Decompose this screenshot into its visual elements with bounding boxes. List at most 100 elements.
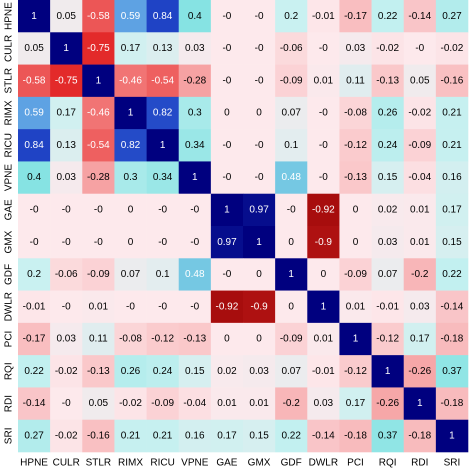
heatmap-cell: [178, 290, 212, 324]
heatmap-cell: [82, 322, 115, 356]
cell-label: -0.14: [312, 430, 335, 441]
cell-label: -0.09: [280, 334, 303, 345]
cell-label: 0: [353, 204, 359, 215]
heatmap-cell: [50, 355, 83, 388]
cell-label: 0.03: [185, 43, 205, 54]
cell-label: -0: [190, 301, 199, 312]
heatmap-cell: [275, 290, 308, 324]
cell-label: 0.03: [346, 43, 366, 54]
heatmap-cell: [371, 64, 405, 98]
cell-label: -0.92: [216, 301, 239, 312]
heatmap-cell: [50, 322, 83, 356]
cell-label: 0.15: [185, 366, 205, 377]
cell-label: 0.37: [378, 430, 398, 441]
heatmap-cell: [435, 96, 469, 130]
heatmap-cell: [435, 64, 469, 98]
cell-label: 0.17: [56, 108, 76, 119]
cell-label: -0.17: [344, 11, 367, 22]
cell-label: -0: [415, 43, 424, 54]
cell-label: 0.05: [56, 11, 76, 22]
cell-label: -0: [255, 11, 264, 22]
cell-label: -0.58: [23, 75, 46, 86]
heatmap-cell: [18, 226, 51, 259]
y-tick-label: HPNE: [4, 2, 15, 30]
heatmap-cell: [307, 96, 340, 130]
heatmap-cell: [146, 129, 180, 162]
cell-label: -0: [319, 43, 328, 54]
cell-label: 1: [96, 75, 102, 86]
cell-label: -0.13: [344, 172, 367, 183]
heatmap-cell: [371, 258, 405, 291]
x-tick-label: GDF: [281, 458, 302, 469]
heatmap-cell: [18, 129, 51, 162]
cell-label: -0: [287, 204, 296, 215]
heatmap-cell: [210, 193, 244, 227]
cell-label: 0: [353, 237, 359, 248]
heatmap-cell: [18, 290, 51, 324]
heatmap-cell: [82, 129, 115, 162]
heatmap-cell: [403, 161, 437, 195]
heatmap-cell: [307, 419, 340, 453]
heatmap-cell: [114, 0, 147, 33]
cell-label: 0.01: [89, 301, 109, 312]
cell-label: -0.28: [87, 172, 110, 183]
heatmap-cell: [275, 387, 308, 421]
cell-label: -0: [158, 301, 167, 312]
cell-label: 0.1: [156, 269, 170, 280]
heatmap-cell: [275, 419, 308, 453]
cell-label: 0: [128, 204, 134, 215]
heatmap-cell: [114, 419, 147, 453]
heatmap-cell: [50, 129, 83, 162]
cell-label: -0: [190, 237, 199, 248]
heatmap-cell: [210, 96, 244, 130]
cell-label: 1: [321, 301, 327, 312]
heatmap-cell: [307, 32, 340, 65]
heatmap-cell: [435, 226, 469, 259]
heatmap-cell: [403, 193, 437, 227]
heatmap-cell: [18, 64, 51, 98]
cell-label: 0.16: [185, 430, 205, 441]
cell-label: 0.2: [27, 269, 41, 280]
cell-label: -0: [62, 204, 71, 215]
heatmap-cell: [243, 322, 276, 356]
heatmap-cell: [210, 129, 244, 162]
cell-label: 0.82: [121, 140, 141, 151]
cell-label: 0.84: [24, 140, 44, 151]
x-tick-label: RDI: [411, 458, 428, 469]
heatmap-cell: [146, 226, 180, 259]
cell-label: 1: [192, 172, 198, 183]
heatmap-cell: [178, 64, 212, 98]
cell-label: 0.03: [378, 237, 398, 248]
heatmap-cell: [371, 129, 405, 162]
cell-label: -0.16: [87, 430, 110, 441]
heatmap-cell: [307, 193, 340, 227]
heatmap-cell: [178, 32, 212, 65]
cell-label: -0.75: [87, 43, 110, 54]
heatmap-cell: [146, 193, 180, 227]
cell-label: 0.01: [314, 75, 334, 86]
cell-label: 0.03: [249, 366, 269, 377]
heatmap-cell: [339, 355, 372, 388]
heatmap-cell: [178, 355, 212, 388]
heatmap-cell: [178, 226, 212, 259]
heatmap-cell: [307, 0, 340, 33]
cell-label: -0: [222, 43, 231, 54]
cell-label: -0: [94, 204, 103, 215]
cell-label: -0: [126, 301, 135, 312]
heatmap-cell: [82, 32, 115, 65]
cell-label: -0.9: [315, 237, 333, 248]
cell-label: -0.14: [23, 398, 46, 409]
cell-label: -0: [255, 140, 264, 151]
cell-label: 0.15: [249, 430, 269, 441]
cell-label: 0.22: [281, 430, 301, 441]
cell-label: -0.18: [441, 334, 464, 345]
x-tick-label: HPNE: [20, 458, 48, 469]
heatmap-cell: [403, 96, 437, 130]
heatmap-cell: [243, 64, 276, 98]
cell-label: 0.03: [410, 301, 430, 312]
heatmap-cell: [371, 0, 405, 33]
cell-label: 0.22: [442, 269, 462, 280]
heatmap-cell: [210, 419, 244, 453]
heatmap-cell: [371, 161, 405, 195]
heatmap-cell: [210, 0, 244, 33]
